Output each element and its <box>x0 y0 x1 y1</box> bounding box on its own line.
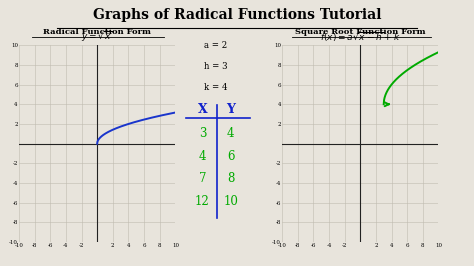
Text: 8: 8 <box>227 172 235 185</box>
Text: X: X <box>198 103 207 116</box>
Text: 4: 4 <box>199 149 206 163</box>
Text: a = 2: a = 2 <box>204 41 228 50</box>
Text: 7: 7 <box>199 172 206 185</box>
Text: 12: 12 <box>195 195 210 208</box>
Text: k = 4: k = 4 <box>204 84 228 93</box>
Text: $f(x) = a\sqrt{x - h} + k$: $f(x) = a\sqrt{x - h} + k$ <box>320 30 401 44</box>
Text: $y = \sqrt{x}$: $y = \sqrt{x}$ <box>81 29 113 44</box>
Text: Square Root Function Form: Square Root Function Form <box>295 28 426 36</box>
Text: Radical Function Form: Radical Function Form <box>43 28 151 36</box>
Text: 6: 6 <box>227 149 235 163</box>
Text: Graphs of Radical Functions Tutorial: Graphs of Radical Functions Tutorial <box>93 8 381 22</box>
Text: 3: 3 <box>199 127 206 140</box>
Text: Y: Y <box>227 103 235 116</box>
Text: 10: 10 <box>223 195 238 208</box>
Text: 4: 4 <box>227 127 235 140</box>
Text: h = 3: h = 3 <box>204 62 228 71</box>
